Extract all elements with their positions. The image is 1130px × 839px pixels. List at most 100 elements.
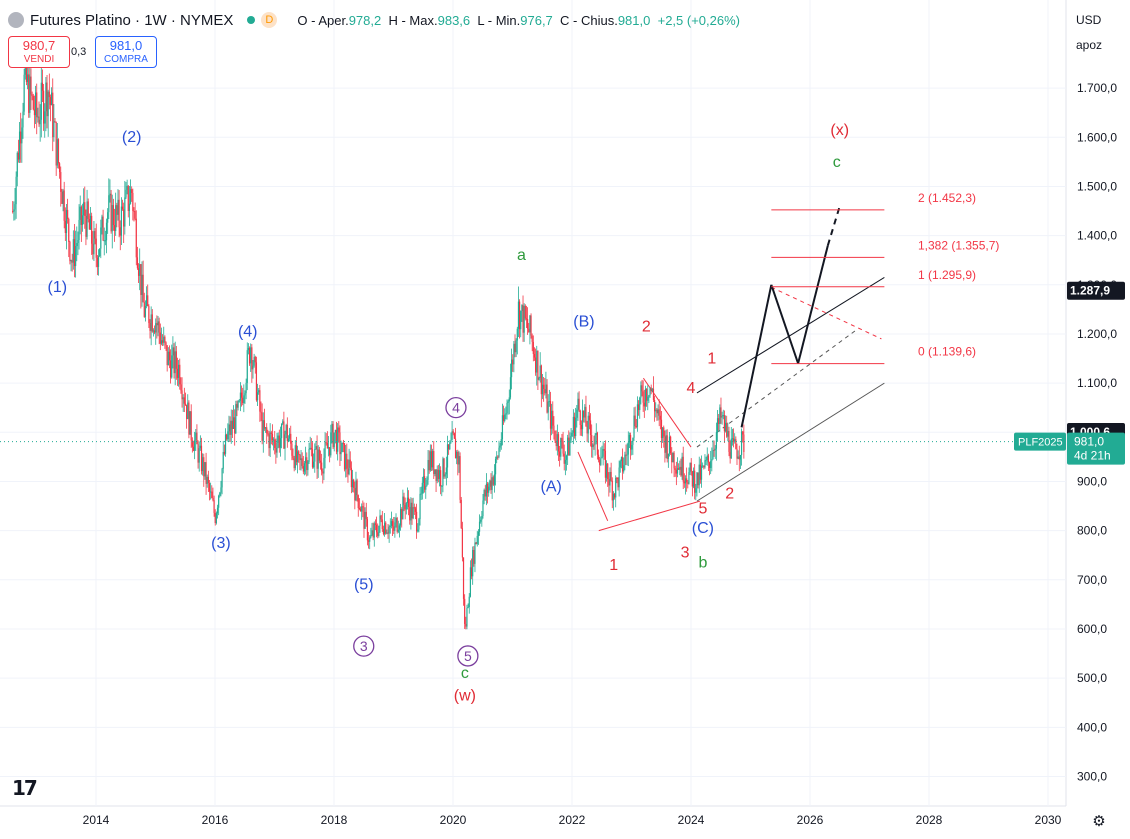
candle-body bbox=[466, 608, 468, 627]
candle-body bbox=[469, 567, 471, 597]
candle-body bbox=[45, 82, 47, 112]
price-axis[interactable]: 300,0400,0500,0600,0700,0800,0900,01.000… bbox=[1014, 81, 1125, 783]
buy-button[interactable]: 981,0 COMPRA bbox=[95, 36, 157, 68]
candle-body bbox=[190, 411, 192, 441]
candle-body bbox=[425, 485, 427, 490]
candle-body bbox=[462, 557, 465, 599]
candle-body bbox=[468, 596, 470, 607]
candle-body bbox=[181, 390, 183, 400]
candle-body bbox=[354, 487, 356, 501]
candle-body bbox=[214, 512, 216, 524]
candle-body bbox=[171, 355, 173, 378]
candle-body bbox=[165, 342, 167, 346]
candle-body bbox=[740, 431, 743, 456]
candle-body bbox=[708, 462, 711, 468]
candle-body bbox=[712, 449, 714, 460]
candle-body bbox=[673, 452, 675, 469]
tradingview-logo[interactable]: 17 bbox=[12, 776, 38, 800]
candle-body bbox=[398, 525, 401, 530]
candle-body bbox=[102, 216, 104, 241]
candle-body bbox=[41, 82, 44, 91]
candle-body bbox=[307, 461, 309, 471]
candle-body bbox=[342, 442, 344, 444]
candle-body bbox=[707, 455, 709, 463]
candle-body bbox=[731, 438, 734, 440]
candle-body bbox=[253, 356, 255, 366]
candle-body bbox=[726, 422, 728, 437]
gear-icon[interactable]: ⚙ bbox=[1092, 813, 1106, 830]
y-tick-label: 1.400,0 bbox=[1077, 229, 1117, 243]
candle-body bbox=[21, 127, 23, 144]
candle-body bbox=[633, 415, 635, 438]
candle-body bbox=[619, 461, 621, 468]
candle-body bbox=[163, 336, 165, 343]
candle-body bbox=[310, 447, 312, 450]
candle-body bbox=[282, 421, 284, 424]
candle-body bbox=[721, 416, 723, 418]
candle-body bbox=[243, 395, 245, 404]
candle-body bbox=[545, 384, 547, 394]
candle-body bbox=[318, 449, 320, 461]
candle-body bbox=[283, 421, 285, 449]
candle-body bbox=[658, 409, 660, 416]
candle-body bbox=[126, 185, 128, 190]
candle-body bbox=[533, 354, 536, 358]
candle-body bbox=[527, 319, 529, 329]
candle-body bbox=[546, 384, 548, 413]
candle-body bbox=[239, 392, 242, 401]
candle-body bbox=[71, 260, 73, 263]
symbol-title[interactable]: Futures Platino · 1W · NYMEX bbox=[30, 11, 234, 29]
candle-body bbox=[70, 260, 72, 262]
candle-body bbox=[672, 452, 674, 463]
candle-body bbox=[224, 434, 227, 454]
data-badge[interactable]: D bbox=[261, 12, 278, 28]
time-axis[interactable]: 2014 2016 2018 2020 2022 2024 2026 2028 2030 bbox=[83, 813, 1062, 827]
candle-body bbox=[68, 218, 70, 242]
candle-body bbox=[599, 459, 601, 465]
candle-body bbox=[357, 495, 359, 509]
candle-body bbox=[647, 396, 649, 401]
candle-body bbox=[327, 447, 330, 449]
candle-body bbox=[565, 455, 568, 460]
candle-body bbox=[12, 211, 14, 213]
candle-body bbox=[525, 318, 528, 320]
candle-body bbox=[535, 357, 537, 373]
candle-body bbox=[516, 328, 518, 341]
y-tick-label: 700,0 bbox=[1077, 573, 1107, 587]
channel-lower bbox=[696, 382, 885, 502]
candle-body bbox=[54, 121, 56, 123]
candle-body bbox=[584, 406, 586, 418]
candle-body bbox=[366, 519, 369, 541]
candle-body bbox=[620, 457, 623, 462]
candle-body bbox=[96, 257, 98, 267]
candle-body bbox=[378, 525, 380, 536]
candle-body bbox=[698, 464, 700, 486]
candle-body bbox=[735, 439, 737, 449]
candle-body bbox=[687, 482, 689, 484]
currency-select[interactable]: USD bbox=[1070, 8, 1126, 32]
candle-body bbox=[391, 521, 394, 527]
candle-body bbox=[396, 518, 398, 532]
candle-body bbox=[222, 451, 224, 469]
wave-label: b bbox=[698, 555, 707, 572]
candle-body bbox=[629, 435, 632, 450]
candle-body bbox=[508, 397, 510, 402]
wave-label: 2 bbox=[725, 486, 734, 503]
candle-body bbox=[359, 508, 362, 512]
sell-button[interactable]: 980,7 VENDI bbox=[8, 36, 70, 68]
candle-body bbox=[635, 426, 637, 428]
candle-body bbox=[420, 493, 422, 495]
candle-body bbox=[231, 420, 233, 429]
projection-leg-1 bbox=[740, 284, 773, 428]
candle-body bbox=[483, 489, 485, 501]
candle-body bbox=[492, 477, 494, 485]
candle-body bbox=[216, 507, 219, 514]
candle-body bbox=[500, 439, 502, 446]
candle-body bbox=[387, 532, 389, 534]
x-tick-label: 2028 bbox=[916, 813, 943, 827]
candle-body bbox=[472, 549, 474, 577]
candle-body bbox=[683, 481, 685, 484]
scale-select[interactable]: apoz bbox=[1070, 33, 1126, 57]
candle-body bbox=[302, 466, 304, 472]
